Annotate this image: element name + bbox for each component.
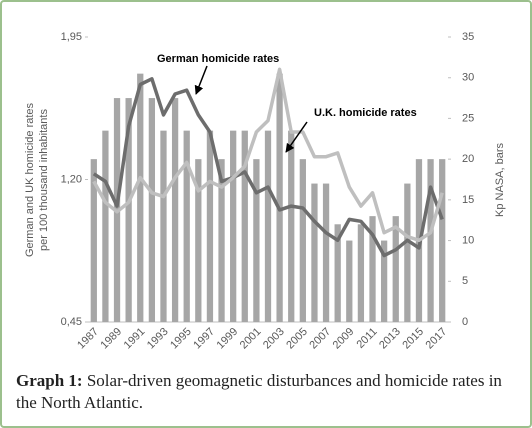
bar <box>276 73 283 323</box>
caption-label: Graph 1: <box>16 371 83 390</box>
chart: German and UK homicide rates per 100 tho… <box>24 31 506 352</box>
bar <box>195 159 202 322</box>
x-tick-label: 2009 <box>331 326 357 352</box>
bar <box>357 224 365 322</box>
bar <box>171 98 179 322</box>
bar <box>322 183 330 322</box>
bar <box>427 159 434 322</box>
y2-tick-label: 30 <box>462 72 474 84</box>
bar <box>311 183 318 322</box>
x-tick-label: 2013 <box>377 326 403 352</box>
bar <box>334 224 341 322</box>
x-tick-label: 2005 <box>284 326 310 352</box>
bar <box>230 130 237 322</box>
bar <box>264 130 272 322</box>
x-tick-label: 2001 <box>238 326 264 352</box>
bar <box>241 130 248 322</box>
bar <box>346 240 353 322</box>
annotation: German homicide rates <box>157 53 279 65</box>
annotation: U.K. homicide rates <box>314 107 417 119</box>
y2-tick-label: 0 <box>462 316 468 328</box>
bar <box>137 73 144 323</box>
y2-tick-label: 15 <box>462 194 474 206</box>
x-tick-label: 1991 <box>122 326 148 352</box>
bar <box>288 130 295 322</box>
x-tick-label: 2015 <box>400 326 426 352</box>
bar <box>148 98 156 322</box>
x-tick-label: 2007 <box>307 326 333 352</box>
y-axis-label: per 100 thousand inhabitants <box>38 109 50 251</box>
bar <box>125 98 132 322</box>
x-tick-label: 1997 <box>191 326 217 352</box>
x-tick-label: 1987 <box>75 326 101 352</box>
bar <box>160 130 167 322</box>
bar <box>102 130 109 322</box>
y2-tick-label: 10 <box>462 234 474 246</box>
bar <box>218 159 225 322</box>
x-tick-label: 2003 <box>261 326 287 352</box>
x-tick-label: 1995 <box>168 326 194 352</box>
x-tick-label: 2011 <box>354 326 379 351</box>
bar <box>206 130 214 322</box>
x-tick-label: 1999 <box>215 326 241 352</box>
y-tick-label: 1,20 <box>61 173 82 185</box>
bar <box>299 159 306 322</box>
caption-text: Solar-driven geomagnetic disturbances an… <box>16 371 502 412</box>
bar <box>392 216 399 322</box>
y2-axis-label: Kp NASA, bars <box>494 143 506 217</box>
y2-tick-label: 20 <box>462 153 474 165</box>
caption: Graph 1: Solar-driven geomagnetic distur… <box>16 370 516 414</box>
bar <box>439 159 446 322</box>
y2-tick-label: 35 <box>462 31 474 43</box>
x-tick-label: 2017 <box>424 326 450 352</box>
line <box>92 67 444 243</box>
arrow <box>194 65 208 95</box>
bar <box>253 159 260 322</box>
bar <box>369 216 376 322</box>
bar <box>183 130 190 322</box>
y2-tick-label: 25 <box>462 112 474 124</box>
y2-tick-label: 5 <box>462 275 468 287</box>
y-tick-label: 1,95 <box>61 31 82 43</box>
x-tick-label: 1989 <box>98 326 124 352</box>
arrow <box>285 121 308 153</box>
bar <box>404 183 411 322</box>
y-tick-label: 0,45 <box>61 316 82 328</box>
bar <box>90 159 97 322</box>
line <box>92 77 444 258</box>
y-axis-label: German and UK homicide rates <box>24 102 36 257</box>
bar <box>380 240 388 322</box>
x-tick-label: 1993 <box>145 326 171 352</box>
